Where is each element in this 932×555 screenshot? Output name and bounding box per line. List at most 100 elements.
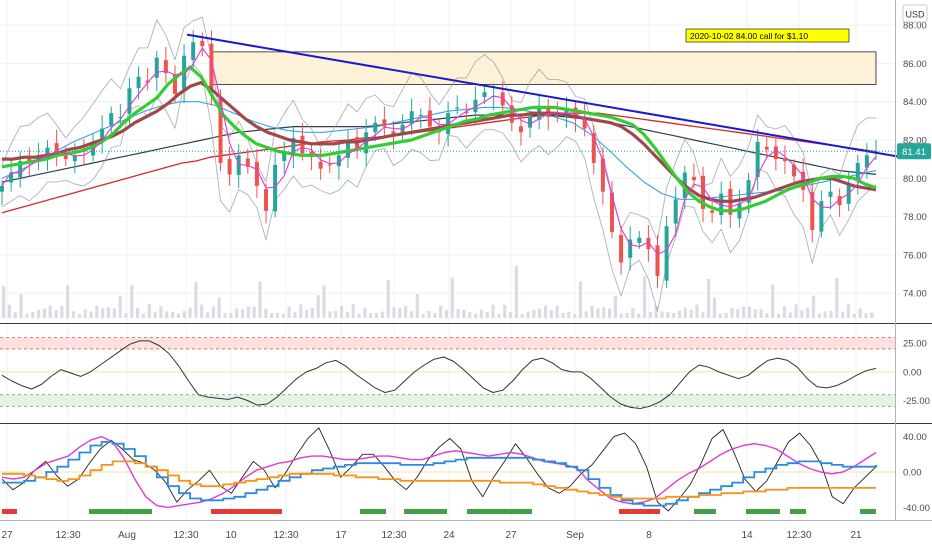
- volume-bar: [141, 313, 146, 318]
- candle-body[interactable]: [254, 162, 259, 186]
- candle-body[interactable]: [673, 199, 678, 224]
- candle-body[interactable]: [63, 155, 68, 160]
- candle-body[interactable]: [9, 172, 14, 183]
- candle-body[interactable]: [172, 74, 177, 95]
- candle-body[interactable]: [792, 164, 797, 177]
- candle-body[interactable]: [755, 141, 760, 177]
- candle-body[interactable]: [200, 40, 205, 47]
- candle-body[interactable]: [127, 88, 132, 114]
- candle-body[interactable]: [628, 239, 633, 258]
- candle-body[interactable]: [409, 111, 414, 124]
- candle-body[interactable]: [0, 185, 4, 192]
- candle-body[interactable]: [646, 237, 651, 250]
- candle-body[interactable]: [464, 111, 469, 114]
- candle-body[interactable]: [245, 158, 250, 167]
- candle-body[interactable]: [655, 245, 660, 276]
- candle-body[interactable]: [582, 116, 587, 129]
- candle-body[interactable]: [710, 210, 715, 213]
- candle-body[interactable]: [600, 158, 605, 192]
- trendline[interactable]: [186, 33, 903, 159]
- price-panel[interactable]: [0, 16, 903, 318]
- candle-body[interactable]: [72, 155, 77, 162]
- volume-bar: [526, 311, 530, 318]
- candle-body[interactable]: [264, 189, 269, 211]
- candle-body[interactable]: [619, 234, 624, 263]
- candle-body[interactable]: [118, 116, 123, 118]
- candle-body[interactable]: [701, 175, 706, 209]
- candle-body[interactable]: [154, 57, 159, 78]
- candle-body[interactable]: [637, 237, 642, 243]
- volume-bar: [363, 308, 367, 318]
- volume-bar: [334, 311, 338, 318]
- candle-body[interactable]: [109, 113, 114, 126]
- candle-body[interactable]: [36, 155, 41, 162]
- candle-body[interactable]: [318, 161, 323, 169]
- candle-body[interactable]: [163, 60, 168, 73]
- candle-body[interactable]: [810, 192, 815, 230]
- volume-bar: [19, 293, 23, 318]
- candle-body[interactable]: [91, 141, 96, 156]
- volume-bar: [130, 285, 134, 318]
- candle-body[interactable]: [500, 92, 505, 106]
- candle-body[interactable]: [773, 146, 778, 160]
- candle-body[interactable]: [427, 110, 432, 127]
- oscillator-orange-line: [2, 460, 876, 500]
- candle-body[interactable]: [218, 96, 223, 163]
- candle-body[interactable]: [855, 162, 860, 182]
- candle-body[interactable]: [746, 180, 751, 203]
- volume-bar: [147, 304, 151, 318]
- candle-body[interactable]: [518, 126, 523, 133]
- candle-body[interactable]: [209, 43, 214, 93]
- candle-body[interactable]: [528, 116, 533, 128]
- candle-body[interactable]: [473, 99, 478, 113]
- volume-bar: [7, 304, 12, 318]
- candle-body[interactable]: [282, 151, 287, 161]
- candle-body[interactable]: [300, 135, 305, 154]
- candle-body[interactable]: [273, 164, 278, 212]
- signal-bar: [467, 509, 532, 514]
- candle-body[interactable]: [145, 80, 150, 83]
- candle-body[interactable]: [819, 201, 824, 232]
- candle-body[interactable]: [227, 159, 232, 175]
- candle-body[interactable]: [573, 107, 578, 119]
- candle-body[interactable]: [591, 133, 596, 163]
- candle-body[interactable]: [18, 161, 23, 178]
- candle-body[interactable]: [609, 192, 614, 232]
- volume-bar: [60, 305, 64, 318]
- candle-body[interactable]: [782, 158, 787, 162]
- oscillator-panel[interactable]: [0, 427, 895, 514]
- candle-body[interactable]: [837, 195, 842, 206]
- currency-button[interactable]: USD: [902, 4, 928, 23]
- volume-bar: [77, 313, 81, 318]
- candle-body[interactable]: [364, 132, 369, 154]
- candle-body[interactable]: [336, 155, 341, 167]
- volume-bar: [817, 313, 821, 318]
- candle-body[interactable]: [864, 155, 869, 168]
- candle-body[interactable]: [418, 115, 423, 117]
- candle-body[interactable]: [54, 143, 59, 154]
- candle-body[interactable]: [482, 92, 487, 97]
- volume-bar: [13, 312, 17, 318]
- cci-panel[interactable]: [0, 337, 895, 409]
- candle-body[interactable]: [136, 76, 141, 88]
- candle-body[interactable]: [828, 191, 833, 197]
- annotation-label[interactable]: 2020-10-02 84.00 call for $1.10: [685, 28, 850, 43]
- candle-body[interactable]: [236, 155, 241, 175]
- candle-body[interactable]: [691, 176, 696, 181]
- candle-body[interactable]: [291, 138, 296, 157]
- oscillator-blue-line: [2, 441, 877, 507]
- candle-body[interactable]: [764, 146, 769, 150]
- volume-bar: [357, 313, 361, 318]
- candle-body[interactable]: [191, 42, 196, 61]
- candle-body[interactable]: [455, 107, 460, 109]
- volume-bar: [380, 311, 384, 318]
- candle-body[interactable]: [373, 122, 378, 133]
- candle-body[interactable]: [382, 119, 387, 127]
- candle-body[interactable]: [355, 137, 360, 150]
- candle-body[interactable]: [664, 226, 669, 281]
- candle-body[interactable]: [100, 128, 105, 142]
- candle-body[interactable]: [327, 164, 332, 166]
- candle-body[interactable]: [719, 193, 724, 216]
- volume-bar: [613, 295, 617, 318]
